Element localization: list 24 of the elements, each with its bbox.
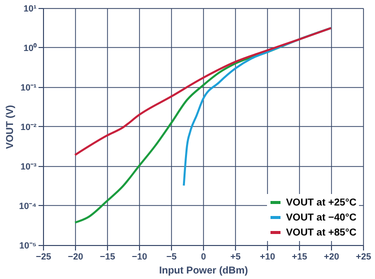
y-tick-label: 10⁰ <box>23 43 38 53</box>
y-tick-label: 10¹ <box>23 4 36 14</box>
line-series <box>74 27 332 156</box>
y-axis-title: VOUT (V) <box>5 105 16 149</box>
y-tick-label: 10⁻⁴ <box>19 201 36 211</box>
x-tick-label: +15 <box>292 252 308 262</box>
legend-label: VOUT at +25°C <box>286 198 356 208</box>
x-tick-label: +5 <box>230 252 241 262</box>
x-tick-label: 0 <box>200 252 206 262</box>
x-tick-label: +25 <box>356 252 372 262</box>
x-tick-label: −10 <box>132 252 148 262</box>
y-tick-label: 10⁻⁵ <box>19 240 36 250</box>
y-tick-label: 10⁻¹ <box>20 82 36 92</box>
legend-label: VOUT at −40°C <box>286 212 356 224</box>
x-tick-label: −5 <box>166 252 177 262</box>
x-axis-title: Input Power (dBm) <box>159 266 248 276</box>
x-tick-label: −15 <box>100 252 116 262</box>
y-tick-label: 10⁻² <box>20 122 36 132</box>
legend-label: VOUT at +85°C <box>286 228 356 238</box>
x-tick-label: +10 <box>260 252 276 262</box>
x-tick-label: −25 <box>36 252 52 262</box>
x-tick-label: +20 <box>324 252 340 262</box>
y-tick-label: 10⁻³ <box>20 162 36 172</box>
x-tick-label: −20 <box>68 252 84 262</box>
